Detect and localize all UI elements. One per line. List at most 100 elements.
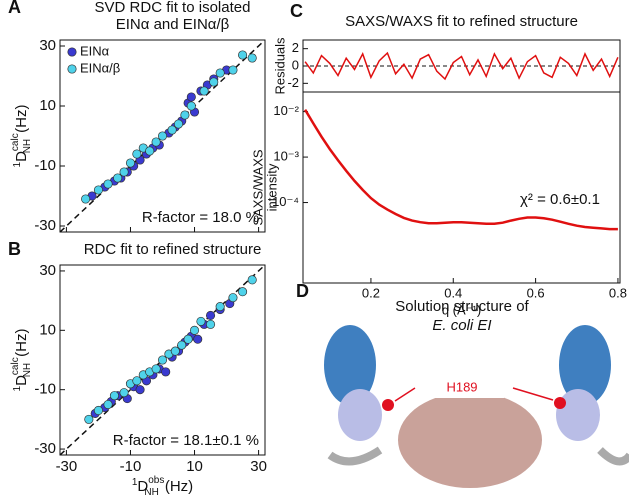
axis-label-part: NH (22, 139, 33, 153)
h189-site (554, 397, 566, 409)
point (189, 325, 200, 335)
axis-label-part: D (137, 478, 148, 495)
point (215, 302, 225, 312)
x-tick-label: 0.6 (527, 285, 545, 300)
point (167, 125, 177, 135)
structure-title: Solution structure of (395, 298, 529, 315)
axis-label-part: (Hz) (165, 478, 193, 495)
axis-label-part: D (13, 375, 30, 386)
point (173, 119, 184, 129)
y-tick-label: 0 (292, 57, 299, 72)
linker (327, 446, 629, 466)
axis-label-part: NH (144, 487, 158, 498)
plot-frame (59, 264, 266, 456)
axis-label-part: 1 (132, 477, 138, 488)
point (199, 86, 209, 96)
x-tick-label: 0.8 (609, 285, 627, 300)
point (135, 385, 145, 395)
point (93, 185, 103, 195)
axis-label-part: D (13, 151, 30, 162)
axis-label: SAXS/WAXS (250, 149, 265, 225)
point (157, 131, 168, 141)
axis-label: 1DcalcNH (Hz) (10, 329, 33, 392)
y-tick-label: -2 (287, 75, 299, 90)
data-line (304, 109, 618, 231)
x-tick-label: 30 (250, 458, 267, 475)
point (151, 364, 161, 374)
panel-letter: A (8, 0, 21, 17)
y-tick-label: -30 (34, 217, 56, 234)
y-tick-label: 30 (39, 37, 56, 54)
axis-label: 1Dobs NH (Hz) (132, 475, 193, 498)
x-tick-label: 0.4 (444, 285, 462, 300)
data-line (304, 51, 619, 81)
point (193, 334, 203, 344)
pointer (512, 387, 554, 401)
residue-label: H189 (446, 379, 477, 394)
chart-title: EINα and EINα/β (116, 16, 230, 33)
axis-label-part: (Hz) (13, 105, 30, 133)
beta-domain (338, 389, 382, 441)
y-tick-label: 10 (39, 321, 56, 338)
h189-site (382, 399, 394, 411)
axis-label-part: 1 (12, 385, 23, 391)
point (132, 149, 142, 159)
point (209, 77, 219, 87)
helix-domain (559, 325, 611, 405)
point (205, 319, 216, 329)
y-tick-label: 10⁻² (273, 103, 299, 118)
point (186, 92, 196, 102)
point (170, 346, 180, 356)
point (132, 376, 142, 386)
y-tick-label: 30 (39, 262, 56, 279)
point (228, 293, 238, 303)
point (238, 50, 248, 60)
point (247, 53, 257, 63)
axis-label-part: calc (10, 357, 21, 375)
x-tick-label: -30 (56, 458, 78, 475)
y-tick-label: -30 (34, 440, 56, 457)
chart-title: RDC fit to refined structure (84, 241, 262, 258)
point (151, 137, 161, 147)
legend-label: EINα (80, 43, 110, 58)
point (84, 414, 94, 424)
point (186, 101, 196, 111)
point (145, 146, 155, 156)
plot-frame (59, 39, 266, 233)
point (125, 158, 136, 168)
axis-label: Residuals (272, 37, 287, 95)
annotation: χ² = 0.6±0.1 (520, 191, 600, 208)
point (93, 405, 103, 416)
axis-label-part: 1 (12, 161, 23, 167)
chart-title: SAXS/WAXS fit to refined structure (345, 13, 578, 30)
point (113, 173, 123, 183)
point (205, 310, 216, 321)
point (119, 167, 129, 177)
point (103, 399, 113, 410)
panel-letter: B (8, 239, 21, 259)
point (180, 110, 190, 120)
axis-label-part: (Hz) (13, 329, 30, 357)
axis-label-part: NH (22, 363, 33, 377)
structure-title: E. coli EI (432, 317, 491, 334)
point (238, 287, 248, 297)
axis-label: 1DcalcNH (Hz) (10, 105, 33, 168)
legend-swatch (67, 64, 77, 74)
annotation: R-factor = 18.0 % (142, 209, 259, 226)
panel-letter: D (296, 281, 309, 301)
x-tick-label: 0.2 (362, 285, 380, 300)
chart-title: SVD RDC fit to isolated (95, 0, 251, 16)
axis-label-part: obs (148, 475, 164, 486)
structure-drawing (324, 325, 629, 488)
y-tick-label: 10⁻³ (273, 149, 299, 164)
beta-domain (556, 389, 600, 441)
point (157, 355, 168, 365)
x-tick-label: -10 (120, 458, 142, 475)
pointer (394, 387, 416, 402)
axis-label: q (Å⁻¹) (442, 302, 481, 317)
axis-label-part: calc (10, 133, 21, 151)
axis-label: intensity (264, 163, 279, 211)
y-tick-label: 2 (292, 40, 299, 55)
panel-letter: C (290, 1, 303, 21)
y-tick-label: 10 (39, 97, 56, 114)
